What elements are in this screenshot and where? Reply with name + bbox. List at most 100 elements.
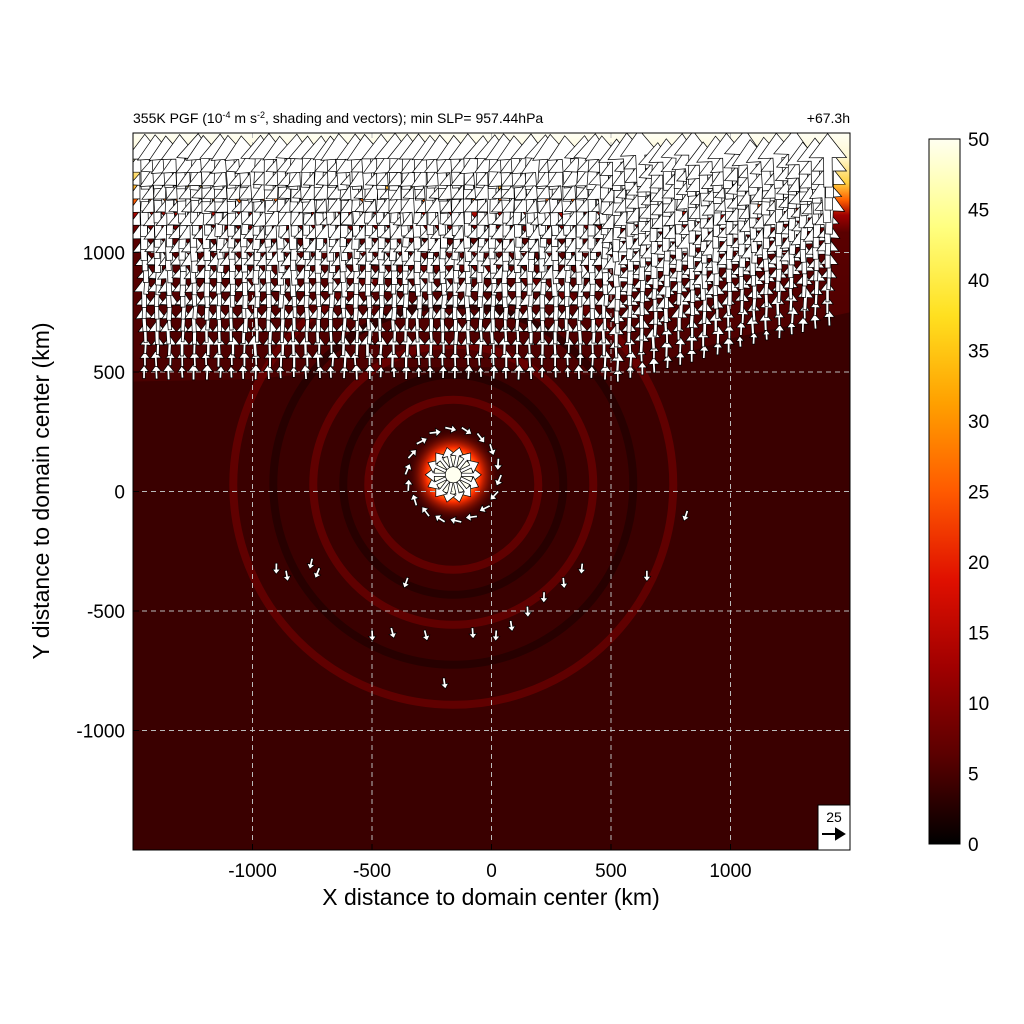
- pgf-vector: [176, 322, 191, 343]
- pgf-vector: [456, 479, 472, 498]
- pgf-vector: [285, 307, 303, 332]
- pgf-vector: [374, 336, 389, 356]
- reference-vector-label: 25: [826, 809, 842, 825]
- pgf-vector: [624, 349, 638, 368]
- pgf-vector: [262, 364, 275, 380]
- pgf-vector: [403, 463, 413, 476]
- pgf-vector: [406, 449, 417, 460]
- pgf-vector: [350, 363, 363, 381]
- colorbar-tick-label: 50: [968, 130, 989, 151]
- pgf-vector: [436, 351, 448, 367]
- pgf-vector: [456, 452, 472, 470]
- pgf-vector: [275, 365, 286, 379]
- pgf-vector: [184, 306, 204, 333]
- pgf-vector: [762, 329, 771, 341]
- pgf-vector: [464, 512, 478, 522]
- pgf-vector: [237, 364, 249, 380]
- x-tick-label: -1000: [228, 861, 277, 882]
- pgf-vector: [176, 350, 189, 367]
- pgf-vector: [674, 351, 686, 366]
- pgf-vector: [414, 366, 424, 378]
- x-axis: -1000 -500 0 500 1000: [228, 844, 752, 882]
- pgf-vector: [162, 363, 175, 381]
- pgf-vector: [427, 459, 448, 474]
- pgf-vector: [423, 335, 439, 356]
- pgf-vector: [151, 336, 165, 355]
- colorbar-tick-label: 10: [968, 694, 989, 715]
- pgf-vector: [459, 320, 477, 345]
- pgf-vector: [662, 354, 673, 369]
- colorbar-tick-label: 0: [968, 835, 979, 856]
- pgf-vector: [647, 314, 664, 337]
- pgf-vector: [299, 364, 312, 380]
- pgf-vector: [385, 349, 400, 369]
- pgf-vector: [187, 363, 200, 381]
- pgf-vector: [435, 479, 450, 498]
- pgf-vector: [468, 627, 478, 640]
- pgf-vector: [449, 515, 463, 526]
- pgf-vector: [820, 295, 834, 314]
- pgf-vector: [459, 459, 480, 474]
- pgf-vector: [573, 336, 587, 355]
- pgf-vector: [409, 493, 420, 507]
- pgf-vector: [633, 317, 651, 341]
- x-tick-label: 500: [595, 861, 627, 882]
- pgf-vector: [822, 309, 836, 327]
- pgf-vector: [388, 626, 397, 639]
- pgf-vector: [424, 467, 446, 483]
- forecast-time: +67.3h: [807, 110, 850, 126]
- pgf-vector: [409, 334, 427, 357]
- pgf-vector: [478, 504, 492, 513]
- pgf-vector: [462, 351, 474, 366]
- colorbar-tick-label: 20: [968, 553, 989, 574]
- pgf-vector: [674, 337, 687, 354]
- pgf-vector: [572, 364, 585, 380]
- reference-vector: 25: [817, 804, 851, 851]
- y-tick-label: 0: [114, 483, 125, 504]
- pgf-vector: [769, 294, 786, 316]
- pgf-vector: [510, 322, 525, 343]
- pgf-vector: [449, 350, 461, 367]
- pgf-vector: [759, 298, 774, 319]
- pgf-vector: [774, 323, 786, 339]
- pgf-vector: [374, 351, 386, 366]
- pgf-vector: [734, 291, 750, 313]
- pgf-vector: [139, 337, 152, 354]
- pgf-vector: [185, 320, 204, 345]
- pgf-vector: [174, 334, 191, 357]
- y-tick-label: -500: [87, 602, 125, 623]
- pgf-vector: [696, 300, 714, 324]
- pgf-vector: [539, 591, 549, 604]
- reference-vector-box: [817, 804, 851, 851]
- pgf-vector: [670, 306, 689, 332]
- pgf-vector: [684, 332, 699, 352]
- pgf-vector: [721, 309, 735, 328]
- pgf-vector: [819, 281, 836, 303]
- pgf-vector: [722, 336, 735, 354]
- pgf-vector: [460, 467, 482, 483]
- pgf-vector: [212, 350, 225, 368]
- pgf-vector: [735, 335, 745, 348]
- pgf-vector: [226, 365, 236, 379]
- pgf-vector: [633, 331, 650, 354]
- pgf-vector: [376, 365, 386, 378]
- pgf-vector: [523, 605, 533, 618]
- pgf-vector: [361, 320, 379, 345]
- pgf-vector: [349, 335, 365, 356]
- pgf-vector: [723, 324, 735, 340]
- pgf-vector: [488, 364, 500, 380]
- pgf-vector: [271, 562, 281, 575]
- pgf-vector: [748, 331, 759, 345]
- pgf-vector: [274, 322, 290, 343]
- pgf-vector: [537, 365, 547, 379]
- pgf-vector: [459, 475, 480, 490]
- pgf-vector: [434, 514, 447, 524]
- colorbar-tick-label: 30: [968, 412, 989, 433]
- y-tick-label: 500: [93, 363, 125, 384]
- pgf-vector: [696, 314, 713, 337]
- pgf-vector: [421, 629, 431, 642]
- pgf-vector: [150, 364, 162, 380]
- colorbar: 0 5 10 15 20 25 30 35 40 45 50: [928, 130, 989, 856]
- x-axis-title: X distance to domain center (km): [322, 884, 659, 910]
- pgf-vector: [201, 363, 214, 381]
